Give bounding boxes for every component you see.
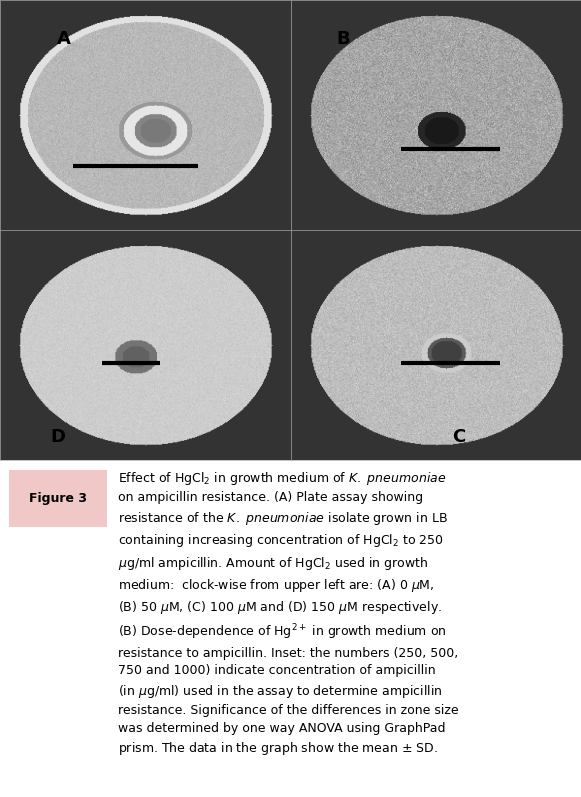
Text: B: B [336, 30, 350, 48]
Text: Effect of HgCl$_2$ in growth medium of $\it{K.\ pneumoniae}$
on ampicillin resis: Effect of HgCl$_2$ in growth medium of $… [118, 470, 458, 757]
Text: D: D [51, 428, 66, 446]
Text: A: A [57, 30, 71, 48]
Text: Figure 3: Figure 3 [29, 492, 87, 505]
Text: C: C [453, 428, 465, 446]
FancyBboxPatch shape [9, 470, 107, 528]
